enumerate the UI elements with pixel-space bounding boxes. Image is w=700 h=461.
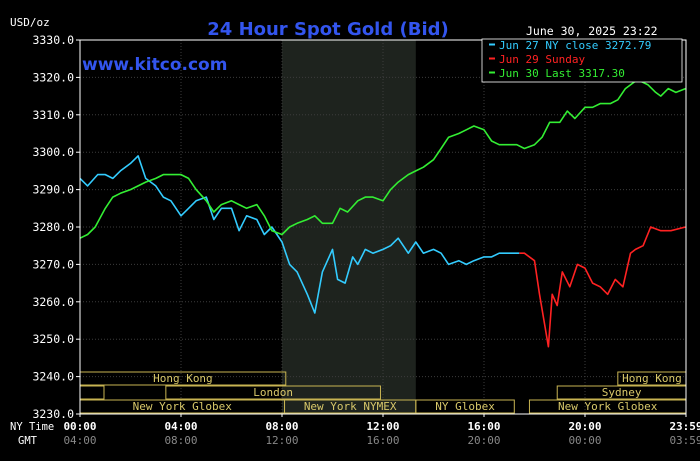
- session-box: [415, 399, 515, 414]
- y-tick-label: 3310.0: [32, 108, 74, 122]
- session-label: New York Globex: [558, 400, 658, 413]
- legend-box: [481, 38, 683, 83]
- legend-entry-jun27: Jun 27 NY close 3272.79: [499, 39, 651, 52]
- session-label: Sydney: [602, 386, 642, 399]
- x-tick-label-gmt: 20:00: [467, 434, 500, 447]
- legend-entry-jun30: Jun 30 Last 3317.30: [499, 67, 625, 80]
- y-tick-label: 3330.0: [32, 33, 74, 47]
- x-tick-label-gmt: 16:00: [366, 434, 399, 447]
- y-tick-label: 3280.0: [32, 220, 74, 234]
- legend-swatch-jun29: [489, 57, 495, 60]
- session-label: Hong Kong: [153, 372, 213, 385]
- y-axis-ticks: 3330.0 3320.0 3310.0 3300.0 3290.0 3280.0 3270…: [32, 33, 80, 421]
- x-axis-ticks: 00:0004:0004:0008:0008:0012:0012:0016:00…: [63, 414, 700, 447]
- x-tick-label-gmt: 12:00: [265, 434, 298, 447]
- series-lines: [79, 80, 686, 348]
- unit-label: USD/oz: [10, 16, 50, 29]
- x-tick-label-gmt: 00:00: [568, 434, 601, 447]
- session-box: [165, 385, 381, 400]
- x-tick-label-ny: 12:00: [366, 420, 399, 433]
- y-tick-label: 3290.0: [32, 183, 74, 197]
- y-tick-label: 3320.0: [32, 70, 74, 84]
- session-label: NY Globex: [435, 400, 495, 413]
- series-line: [79, 80, 686, 239]
- session-label: London: [253, 386, 293, 399]
- series-line: [79, 155, 520, 314]
- series-line: [519, 226, 686, 348]
- x-tick-label-gmt: 08:00: [164, 434, 197, 447]
- session-label: New York Globex: [133, 400, 233, 413]
- x-tick-label-gmt: 03:59: [669, 434, 700, 447]
- y-tick-label: 3250.0: [32, 332, 74, 346]
- chart-title: 24 Hour Spot Gold (Bid): [207, 19, 448, 40]
- y-tick-label: 3240.0: [32, 370, 74, 384]
- y-tick-label: 3260.0: [32, 295, 74, 309]
- session-label: Hong Kong: [622, 372, 682, 385]
- x-tick-label-ny: 20:00: [568, 420, 601, 433]
- x-tick-label-ny: 00:00: [63, 420, 96, 433]
- session-label: New York NYMEX: [304, 400, 397, 413]
- x-tick-label-ny: 08:00: [265, 420, 298, 433]
- x-tick-label-ny: 16:00: [467, 420, 500, 433]
- timestamp: June 30, 2025 23:22: [526, 24, 658, 38]
- y-tick-label: 3270.0: [32, 257, 74, 271]
- gmt-row-label: GMT: [18, 435, 38, 447]
- legend-swatch-jun27: [489, 43, 495, 46]
- watermark: www.kitco.com: [82, 55, 227, 75]
- legend-entry-jun29: Jun 29 Sunday: [499, 53, 585, 66]
- ny-session-shade: [282, 40, 416, 414]
- y-tick-label: 3300.0: [32, 145, 74, 159]
- x-tick-label-ny: 23:59: [669, 420, 700, 433]
- x-tick-label-ny: 04:00: [164, 420, 197, 433]
- y-tick-label: 3230.0: [32, 407, 74, 421]
- legend: Jun 27 NY close 3272.79 Jun 29 Sunday Ju…: [481, 38, 683, 83]
- x-tick-label-gmt: 04:00: [63, 434, 96, 447]
- ny-time-row-label: NY Time: [10, 421, 54, 433]
- legend-swatch-jun30: [489, 71, 495, 74]
